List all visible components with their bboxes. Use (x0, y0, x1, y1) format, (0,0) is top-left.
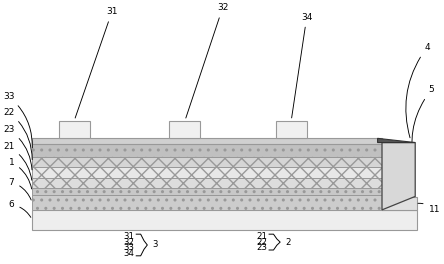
Text: 4: 4 (406, 43, 430, 138)
Text: 21: 21 (256, 232, 267, 241)
Bar (32, 210, 417, 230)
Bar (32, 188, 382, 195)
Text: 1: 1 (9, 158, 32, 189)
Bar (32, 157, 382, 167)
Text: 34: 34 (123, 249, 134, 258)
Text: 11: 11 (418, 203, 440, 214)
Polygon shape (377, 138, 415, 143)
Bar (59, 121, 90, 138)
Text: 32: 32 (186, 3, 228, 118)
Text: 34: 34 (292, 13, 313, 118)
Bar (170, 121, 200, 138)
Text: 23: 23 (256, 243, 267, 252)
Polygon shape (382, 143, 415, 210)
Text: 7: 7 (9, 178, 31, 200)
Bar (276, 121, 307, 138)
Bar (32, 144, 382, 157)
Text: 31: 31 (123, 232, 134, 241)
Bar (32, 195, 382, 210)
Text: 31: 31 (75, 7, 118, 118)
Text: 23: 23 (3, 125, 32, 170)
Text: 33: 33 (3, 92, 32, 148)
Text: 22: 22 (256, 238, 267, 247)
Text: 2: 2 (285, 238, 291, 247)
Text: 21: 21 (3, 142, 32, 180)
Bar (32, 178, 382, 188)
Text: 22: 22 (3, 108, 32, 159)
Text: 33: 33 (123, 243, 134, 252)
Text: 3: 3 (153, 241, 158, 249)
Text: 32: 32 (123, 238, 134, 247)
Bar (32, 167, 382, 178)
Text: 5: 5 (412, 85, 434, 165)
Text: 6: 6 (9, 200, 31, 217)
Bar (32, 138, 382, 144)
Bar (382, 197, 417, 210)
